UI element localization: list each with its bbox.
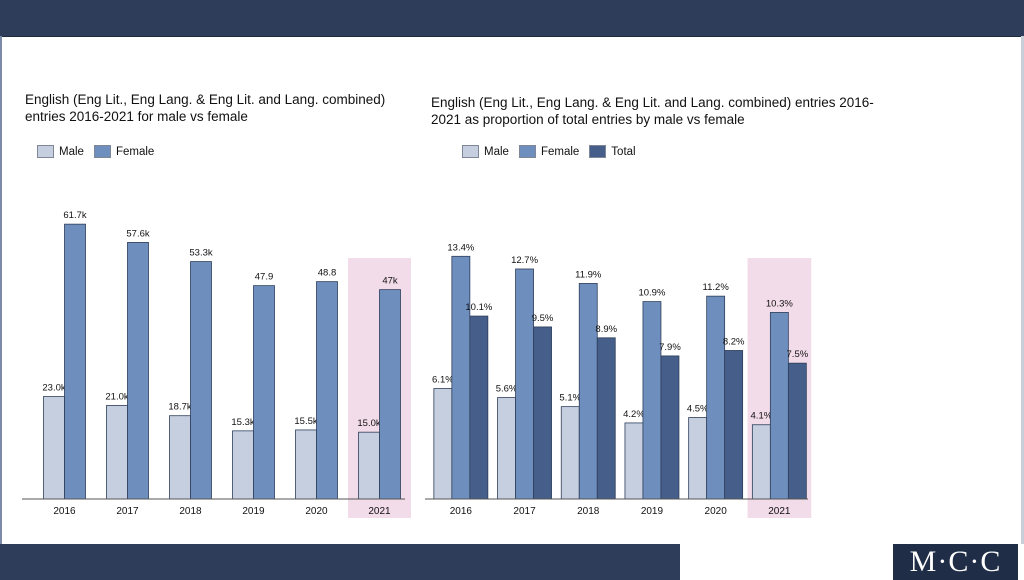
bar-male-2019 xyxy=(232,430,254,500)
x-tick-label-2018: 2018 xyxy=(179,506,202,517)
legend-item-total: Total xyxy=(589,145,636,158)
bar-female-2018 xyxy=(190,261,212,500)
bar-total-2019 xyxy=(660,355,680,500)
legend-item-male: Male xyxy=(37,145,84,158)
bar-female-2020 xyxy=(316,281,338,500)
data-label-total-2021: 7.5% xyxy=(787,349,809,360)
bar-male-2021 xyxy=(751,424,771,500)
bar-female-2021 xyxy=(769,312,789,500)
bar-total-2018 xyxy=(596,337,616,500)
bar-total-2021 xyxy=(787,362,807,500)
data-label-female-2019: 10.9% xyxy=(638,288,665,299)
data-label-female-2020: 48.8 xyxy=(318,268,337,279)
data-label-female-2019: 47.9 xyxy=(255,272,274,283)
bar-female-2018 xyxy=(578,283,598,500)
legend-swatch-male xyxy=(462,145,479,158)
data-label-total-2020: 8.2% xyxy=(723,336,745,347)
chart-title-proportion: English (Eng Lit., Eng Lang. & Eng Lit. … xyxy=(431,95,874,127)
bar-female-2017 xyxy=(515,268,534,500)
data-label-female-2017: 57.6k xyxy=(126,228,149,239)
bar-female-2016 xyxy=(451,255,471,500)
data-label-male-2020: 4.5% xyxy=(687,403,709,414)
data-label-total-2018: 8.9% xyxy=(595,324,617,335)
legend-label-female: Female xyxy=(115,145,155,158)
bar-male-2016 xyxy=(43,396,65,500)
bar-female-2021 xyxy=(379,289,401,500)
data-label-female-2020: 11.2% xyxy=(703,282,730,293)
slide-right-border xyxy=(1021,36,1024,544)
data-label-male-2017: 21.0k xyxy=(105,391,128,402)
x-tick-label-2021: 2021 xyxy=(368,506,391,517)
x-tick-label-2019: 2019 xyxy=(242,506,265,517)
x-tick-label-2016: 2016 xyxy=(53,506,76,517)
legend-proportion: Male Female Total xyxy=(462,145,646,158)
data-label-male-2020: 15.5k xyxy=(294,416,317,427)
legend-swatch-female xyxy=(518,145,536,158)
data-label-total-2016: 10.1% xyxy=(465,302,492,313)
data-label-female-2016: 61.7k xyxy=(63,210,86,221)
bar-female-2017 xyxy=(127,242,149,500)
x-tick-label-2021: 2021 xyxy=(768,506,791,517)
header-bar xyxy=(0,0,1024,37)
bar-male-2018 xyxy=(560,406,580,500)
legend-entries: Male Female xyxy=(37,145,164,158)
mcc-logo: M·C·C xyxy=(893,544,1018,580)
legend-item-male: Male xyxy=(462,145,509,158)
data-label-total-2019: 7.9% xyxy=(659,342,681,353)
bar-female-2020 xyxy=(706,295,726,500)
bar-total-2016 xyxy=(469,315,489,500)
data-label-male-2016: 23.0k xyxy=(42,383,65,394)
bar-total-2017 xyxy=(533,326,552,500)
legend-label-male: Male xyxy=(484,145,509,158)
x-tick-label-2020: 2020 xyxy=(305,506,328,517)
bar-male-2020 xyxy=(295,429,317,500)
legend-item-female: Female xyxy=(93,145,155,158)
data-label-total-2017: 9.5% xyxy=(532,313,554,324)
bar-male-2020 xyxy=(688,417,708,500)
chart-title-entries: English (Eng Lit., Eng Lang. & Eng Lit. … xyxy=(25,92,386,124)
bar-male-2017 xyxy=(106,405,128,500)
data-label-male-2021: 15.0k xyxy=(357,418,380,429)
data-label-female-2021: 10.3% xyxy=(766,298,793,309)
data-label-female-2016: 13.4% xyxy=(447,242,474,253)
footer-bar xyxy=(0,544,680,580)
legend-swatch-total xyxy=(589,145,607,158)
x-tick-label-2017: 2017 xyxy=(116,506,139,517)
x-tick-label-2018: 2018 xyxy=(577,506,600,517)
legend-swatch-male xyxy=(37,145,54,158)
bar-male-2019 xyxy=(624,422,644,500)
data-label-male-2017: 5.6% xyxy=(496,384,518,395)
x-tick-label-2019: 2019 xyxy=(641,506,664,517)
x-tick-label-2017: 2017 xyxy=(513,506,536,517)
bar-male-2016 xyxy=(433,388,453,500)
bar-male-2017 xyxy=(497,397,516,500)
legend-label-male: Male xyxy=(59,145,84,158)
legend-label-female: Female xyxy=(540,145,580,158)
data-label-female-2021: 47k xyxy=(382,276,398,287)
legend-label-total: Total xyxy=(611,145,636,158)
data-label-female-2017: 12.7% xyxy=(511,255,538,266)
data-label-male-2018: 5.1% xyxy=(559,393,581,404)
legend-item-female: Female xyxy=(518,145,580,158)
slide-left-border xyxy=(0,36,2,544)
legend-swatch-female xyxy=(93,145,111,158)
data-label-female-2018: 53.3k xyxy=(189,248,212,259)
data-label-female-2018: 11.9% xyxy=(575,269,602,280)
bar-female-2019 xyxy=(642,301,662,500)
data-label-male-2016: 6.1% xyxy=(432,375,454,386)
data-label-male-2019: 4.2% xyxy=(623,409,645,420)
bar-male-2021 xyxy=(358,431,380,500)
x-tick-label-2016: 2016 xyxy=(450,506,473,517)
bar-total-2020 xyxy=(724,350,744,500)
data-label-male-2019: 15.3k xyxy=(231,417,254,428)
x-tick-label-2020: 2020 xyxy=(705,506,728,517)
bar-female-2016 xyxy=(64,223,86,500)
data-label-male-2021: 4.1% xyxy=(751,411,773,422)
bar-male-2018 xyxy=(169,415,191,500)
bar-female-2019 xyxy=(253,285,275,500)
data-label-male-2018: 18.7k xyxy=(168,402,191,413)
